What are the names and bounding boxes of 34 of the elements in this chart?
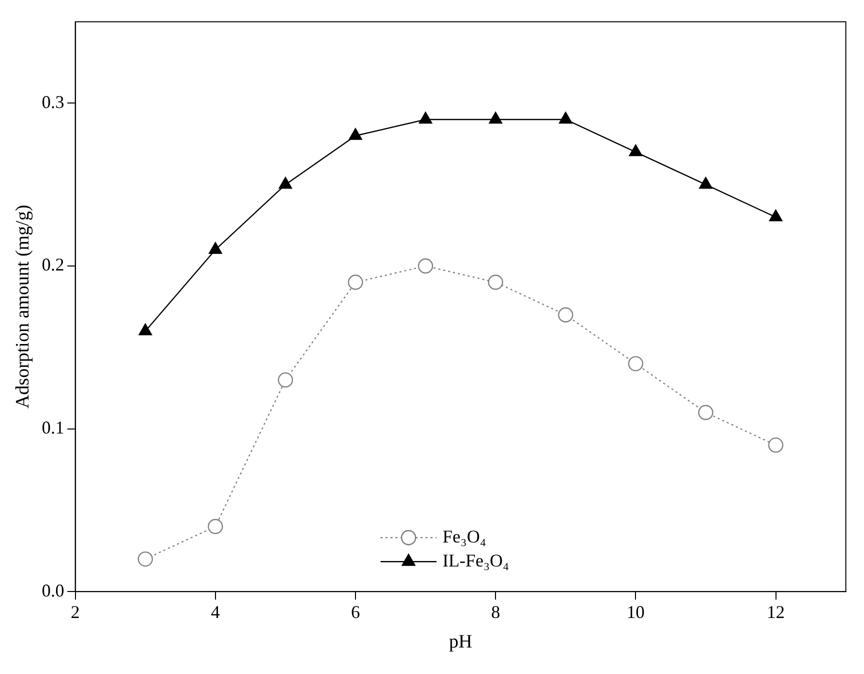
x-tick-label: 12 bbox=[766, 602, 785, 622]
point bbox=[768, 437, 784, 453]
x-tick-label: 2 bbox=[70, 602, 80, 622]
point bbox=[208, 242, 222, 254]
point bbox=[138, 324, 152, 336]
legend-label: IL-Fe₃O₄ bbox=[442, 550, 510, 570]
point bbox=[558, 112, 572, 124]
point bbox=[278, 177, 292, 189]
point bbox=[348, 274, 364, 290]
point bbox=[628, 356, 644, 372]
point bbox=[208, 518, 223, 534]
point bbox=[488, 112, 502, 124]
x-tick-label: 10 bbox=[626, 602, 645, 622]
point bbox=[418, 258, 434, 274]
y-axis-title: Adsorption amount (mg/g) bbox=[12, 204, 34, 409]
y-tick-label: 0.1 bbox=[42, 418, 64, 438]
point bbox=[769, 210, 782, 222]
point bbox=[138, 551, 153, 567]
point bbox=[629, 144, 642, 156]
x-tick-label: 4 bbox=[210, 602, 220, 622]
x-axis-title: pH bbox=[448, 632, 472, 653]
x-tick-label: 8 bbox=[491, 602, 500, 622]
point bbox=[698, 404, 714, 420]
point bbox=[418, 112, 432, 124]
y-tick-label: 0.2 bbox=[42, 254, 64, 275]
point bbox=[348, 128, 362, 140]
y-tick-label: 0.0 bbox=[42, 580, 64, 600]
point bbox=[488, 274, 504, 290]
legend-label: Fe₃O₄ bbox=[442, 526, 486, 546]
point bbox=[278, 372, 294, 388]
point bbox=[558, 307, 574, 322]
y-tick-label: 0.3 bbox=[42, 92, 64, 112]
point bbox=[699, 177, 712, 189]
x-tick-label: 6 bbox=[350, 602, 360, 622]
